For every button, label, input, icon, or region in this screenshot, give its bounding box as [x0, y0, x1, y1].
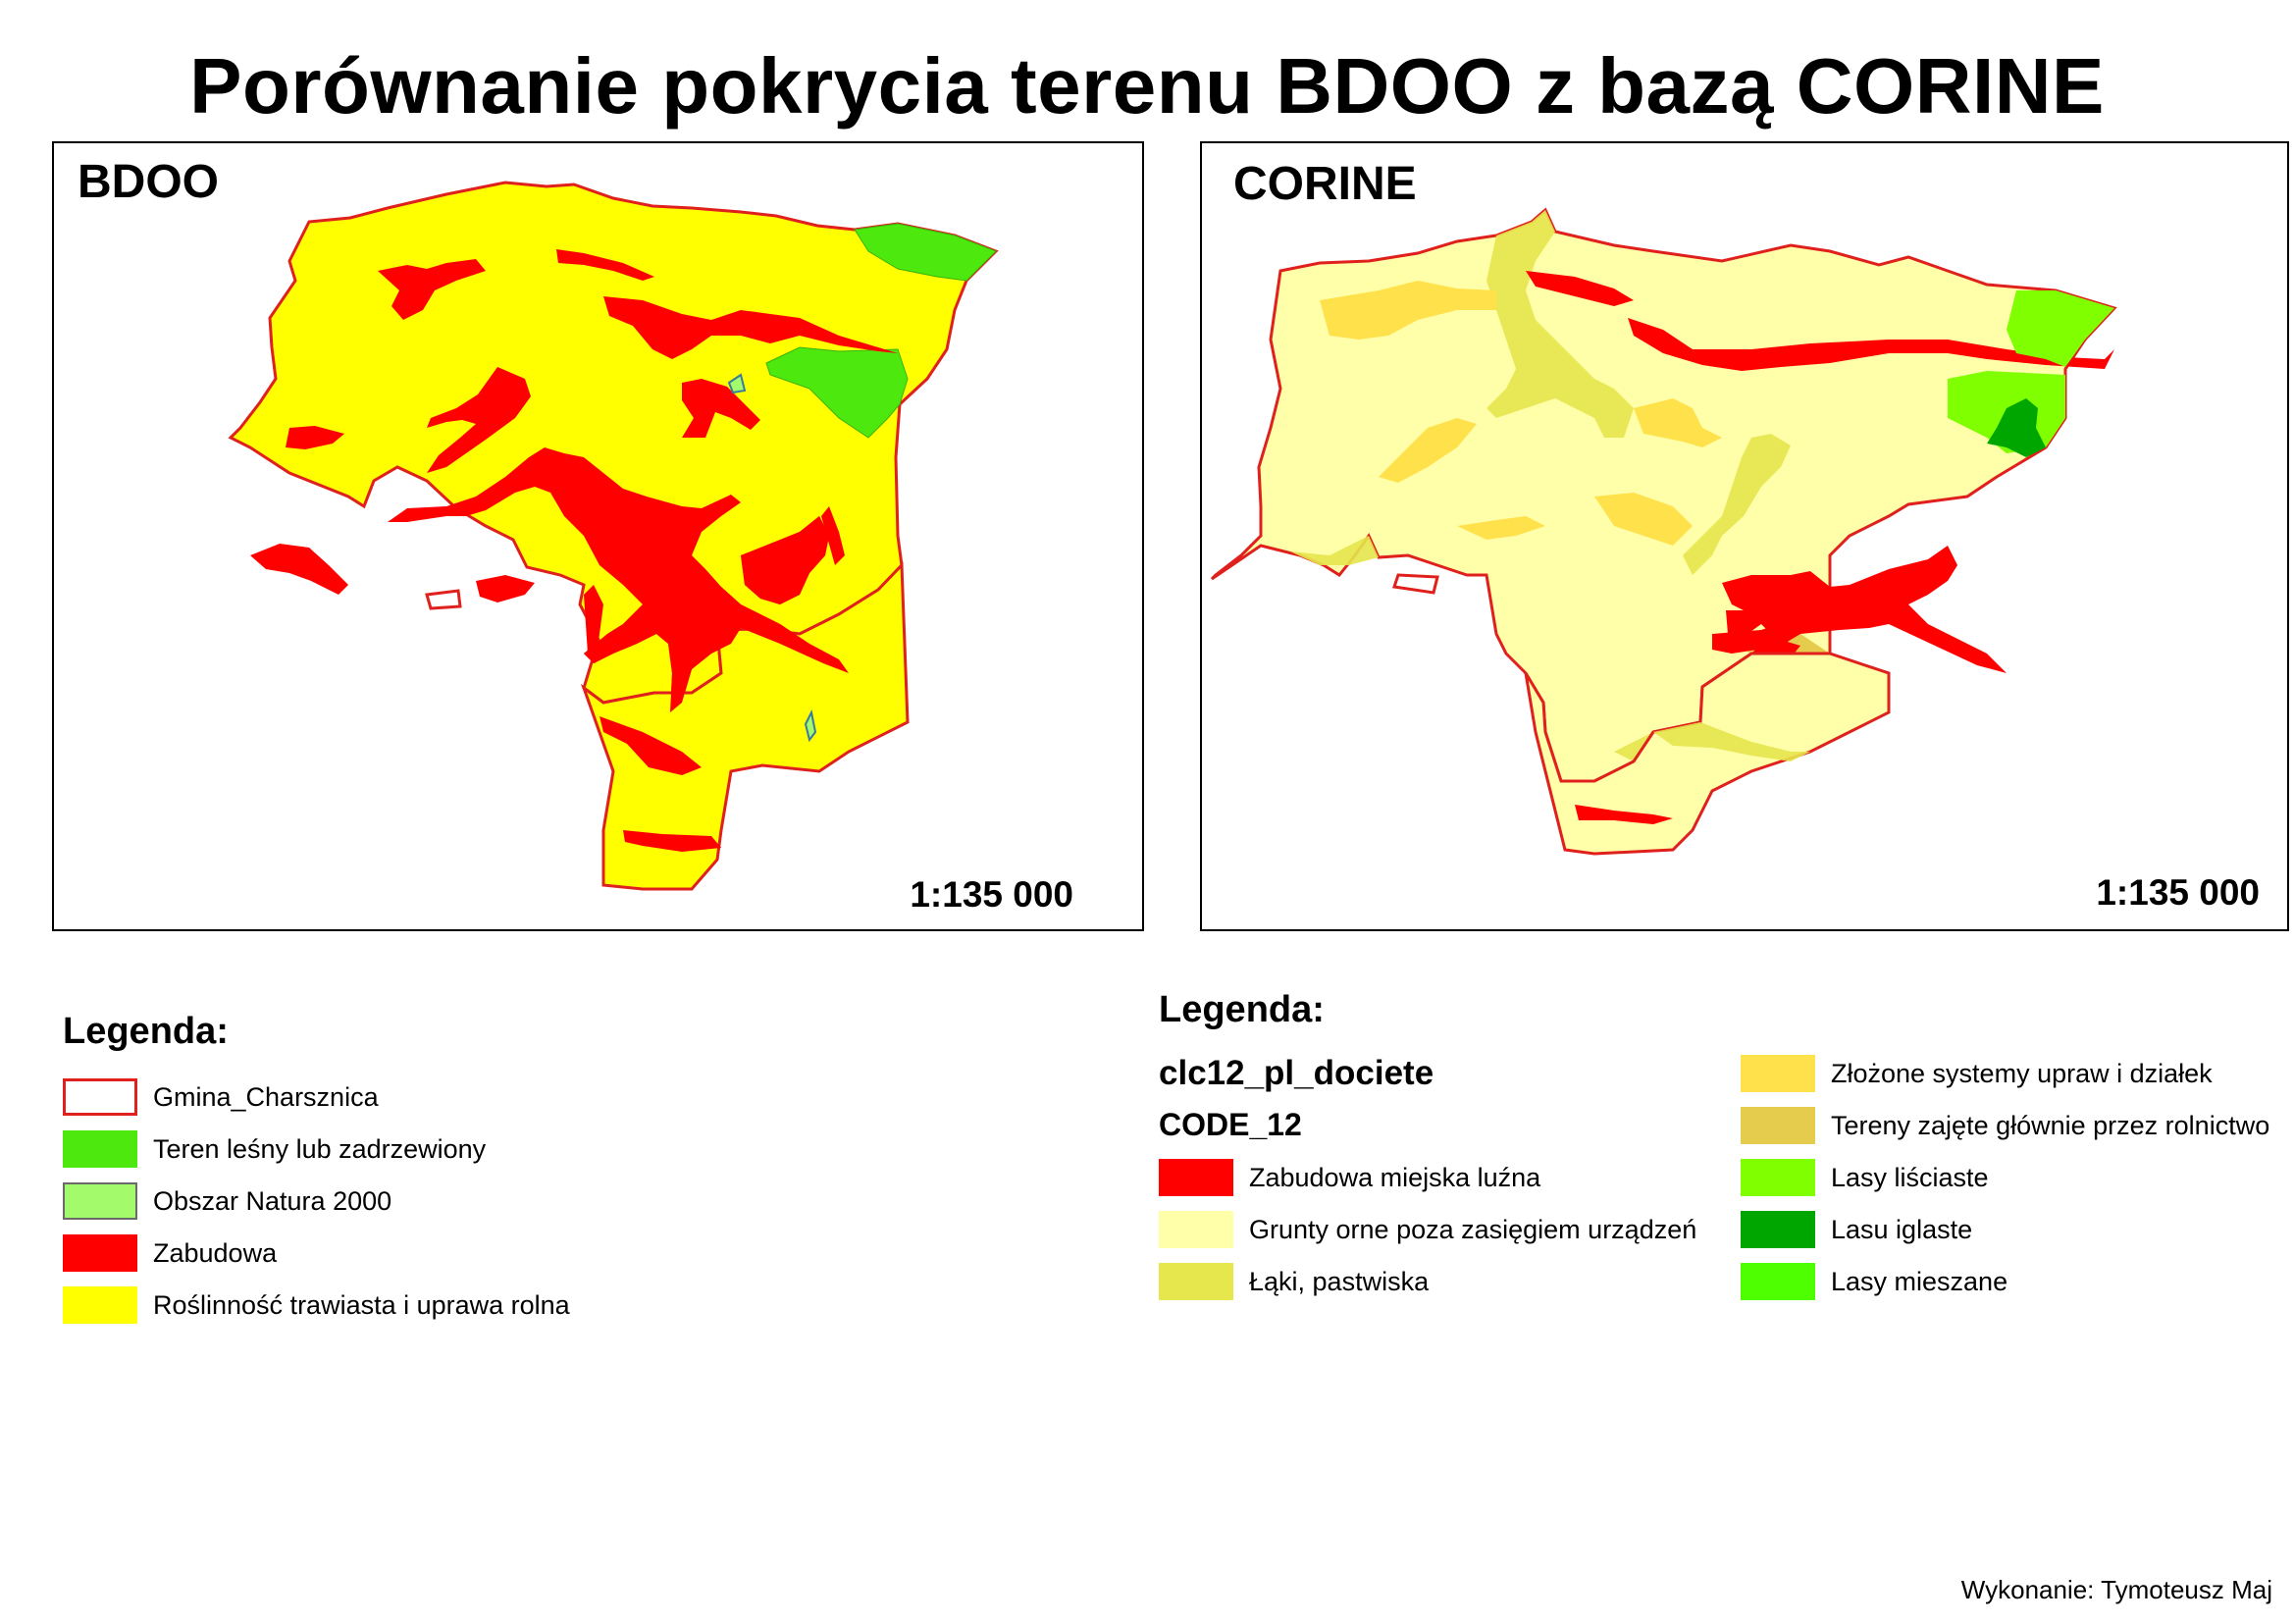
corine-meadow-2 — [1683, 434, 1791, 575]
corine-legend-item: Grunty orne poza zasięgiem urządzeń — [1159, 1210, 1696, 1249]
bdoo-built-3 — [603, 296, 898, 359]
corine-legend-swatch — [1741, 1159, 1815, 1196]
bdoo-legend-label: Teren leśny lub zadrzewiony — [153, 1133, 487, 1164]
bdoo-legend-swatch — [63, 1234, 137, 1272]
corine-legend-item: Lasy mieszane — [1741, 1262, 2007, 1301]
bdoo-built-7 — [388, 447, 849, 712]
corine-built-6 — [1726, 610, 1761, 634]
corine-built-8 — [1575, 805, 1673, 824]
corine-legend-label: Zabudowa miejska luźna — [1249, 1162, 1541, 1192]
bdoo-built-4 — [682, 379, 760, 438]
author-credit: Wykonanie: Tymoteusz Maj — [1960, 1575, 2272, 1604]
bdoo-enclave — [425, 589, 462, 610]
corine-legend-item: Łąki, pastwiska — [1159, 1262, 1429, 1301]
bdoo-legend-swatch — [63, 1182, 137, 1220]
corine-legend-label: Złożone systemy upraw i działek — [1831, 1058, 2213, 1088]
bdoo-gmina-south — [580, 561, 910, 891]
corine-complex-4 — [1594, 493, 1693, 546]
bdoo-built-5 — [427, 367, 531, 473]
bdoo-forest-east — [765, 346, 909, 439]
bdoo-built-15 — [600, 716, 702, 775]
corine-scale-text: 1:135 000 — [2096, 872, 2260, 913]
corine-broadleaf-1 — [2007, 290, 2114, 367]
page-title: Porównanie pokrycia terenu BDOO z bazą C… — [189, 42, 2105, 130]
corine-legend-label: Łąki, pastwiska — [1249, 1266, 1430, 1296]
corine-legend-label: Lasu iglaste — [1831, 1214, 1973, 1244]
bdoo-legend-item-agri: Roślinność trawiasta i uprawa rolna — [63, 1285, 570, 1325]
corine-legend-swatch — [1159, 1159, 1233, 1196]
corine-legend-swatch — [1741, 1211, 1815, 1248]
corine-legend-item: Lasu iglaste — [1741, 1210, 1972, 1249]
corine-map-frame: CORINE 1:135 000 — [1200, 141, 2289, 931]
corine-built-3 — [1722, 546, 2007, 673]
bdoo-built-2 — [556, 249, 654, 281]
corine-map-label: CORINE — [1233, 158, 1417, 210]
corine-legend-swatch — [1741, 1263, 1815, 1300]
corine-meadow-5 — [1653, 722, 1810, 761]
bdoo-built-12 — [476, 575, 535, 602]
corine-legend-title: Legenda: — [1159, 989, 1325, 1030]
bdoo-legend-item-built: Zabudowa — [63, 1233, 277, 1273]
bdoo-scale-text: 1:135 000 — [910, 874, 1073, 915]
bdoo-legend-label: Gmina_Charsznica — [153, 1081, 379, 1112]
corine-legend-swatch — [1159, 1211, 1233, 1248]
bdoo-built-9 — [584, 585, 603, 663]
bdoo-map — [228, 181, 999, 891]
bdoo-natura-1 — [727, 373, 747, 394]
corine-legend-item: Złożone systemy upraw i działek — [1741, 1054, 2213, 1093]
corine-legend-item: Zabudowa miejska luźna — [1159, 1158, 1540, 1197]
bdoo-built-1 — [378, 259, 486, 320]
corine-legend-swatch — [1159, 1263, 1233, 1300]
bdoo-built-16 — [623, 830, 721, 852]
corine-legend-layer: clc12_pl_dociete — [1159, 1054, 1434, 1092]
corine-meadow-1 — [1486, 210, 1634, 438]
bdoo-legend-title: Legenda: — [63, 1011, 229, 1052]
bdoo-legend-label: Zabudowa — [153, 1237, 278, 1268]
bdoo-forest-north — [854, 223, 997, 282]
bdoo-legend-item-natura: Obszar Natura 2000 — [63, 1181, 391, 1221]
bdoo-built-11 — [250, 544, 348, 595]
bdoo-legend-label: Obszar Natura 2000 — [153, 1185, 392, 1216]
corine-complex-1 — [1320, 281, 1496, 340]
corine-legend-label: Lasy liściaste — [1831, 1162, 1989, 1192]
corine-map — [1210, 207, 2117, 856]
bdoo-map-frame: BDOO 1:135 000 — [52, 141, 1144, 931]
corine-gmina-south — [1524, 652, 1891, 856]
corine-meadow-3 — [1290, 536, 1379, 565]
corine-legend-item: Tereny zajęte głównie przez rolnictwo — [1741, 1106, 2269, 1145]
bdoo-built-10 — [821, 506, 845, 565]
bdoo-legend-label: Roślinność trawiasta i uprawa rolna — [153, 1289, 570, 1320]
corine-gmina-area — [1210, 207, 2117, 783]
corine-legend-label: Lasy mieszane — [1831, 1266, 2008, 1296]
corine-complex-5 — [1457, 516, 1545, 540]
bdoo-map-label: BDOO — [78, 156, 219, 208]
bdoo-natura-3 — [804, 708, 817, 743]
corine-legend-field: CODE_12 — [1159, 1107, 1302, 1142]
corine-complex-3 — [1634, 398, 1722, 447]
bdoo-legend-item-gmina: Gmina_Charsznica — [63, 1077, 379, 1117]
bdoo-built-18 — [584, 581, 849, 712]
corine-built-1 — [1526, 271, 1634, 306]
bdoo-legend-item-forest: Teren leśny lub zadrzewiony — [63, 1129, 486, 1169]
corine-legend-label: Grunty orne poza zasięgiem urządzeń — [1249, 1214, 1697, 1244]
bdoo-legend-swatch — [63, 1286, 137, 1324]
corine-built-2 — [1628, 318, 2114, 371]
corine-enclave — [1392, 573, 1439, 595]
corine-legend-item: Lasy liściaste — [1741, 1158, 1989, 1197]
bdoo-legend-swatch — [63, 1078, 137, 1116]
bdoo-built-6 — [286, 426, 344, 449]
bdoo-legend-swatch — [63, 1130, 137, 1168]
corine-legend-label: Tereny zajęte głównie przez rolnictwo — [1831, 1110, 2270, 1140]
corine-complex-2 — [1379, 418, 1477, 483]
corine-legend-swatch — [1741, 1055, 1815, 1092]
corine-built-4 — [1712, 614, 1810, 654]
corine-legend-swatch — [1741, 1107, 1815, 1144]
corine-conifer — [1987, 398, 2046, 457]
bdoo-built-17 — [741, 516, 829, 604]
